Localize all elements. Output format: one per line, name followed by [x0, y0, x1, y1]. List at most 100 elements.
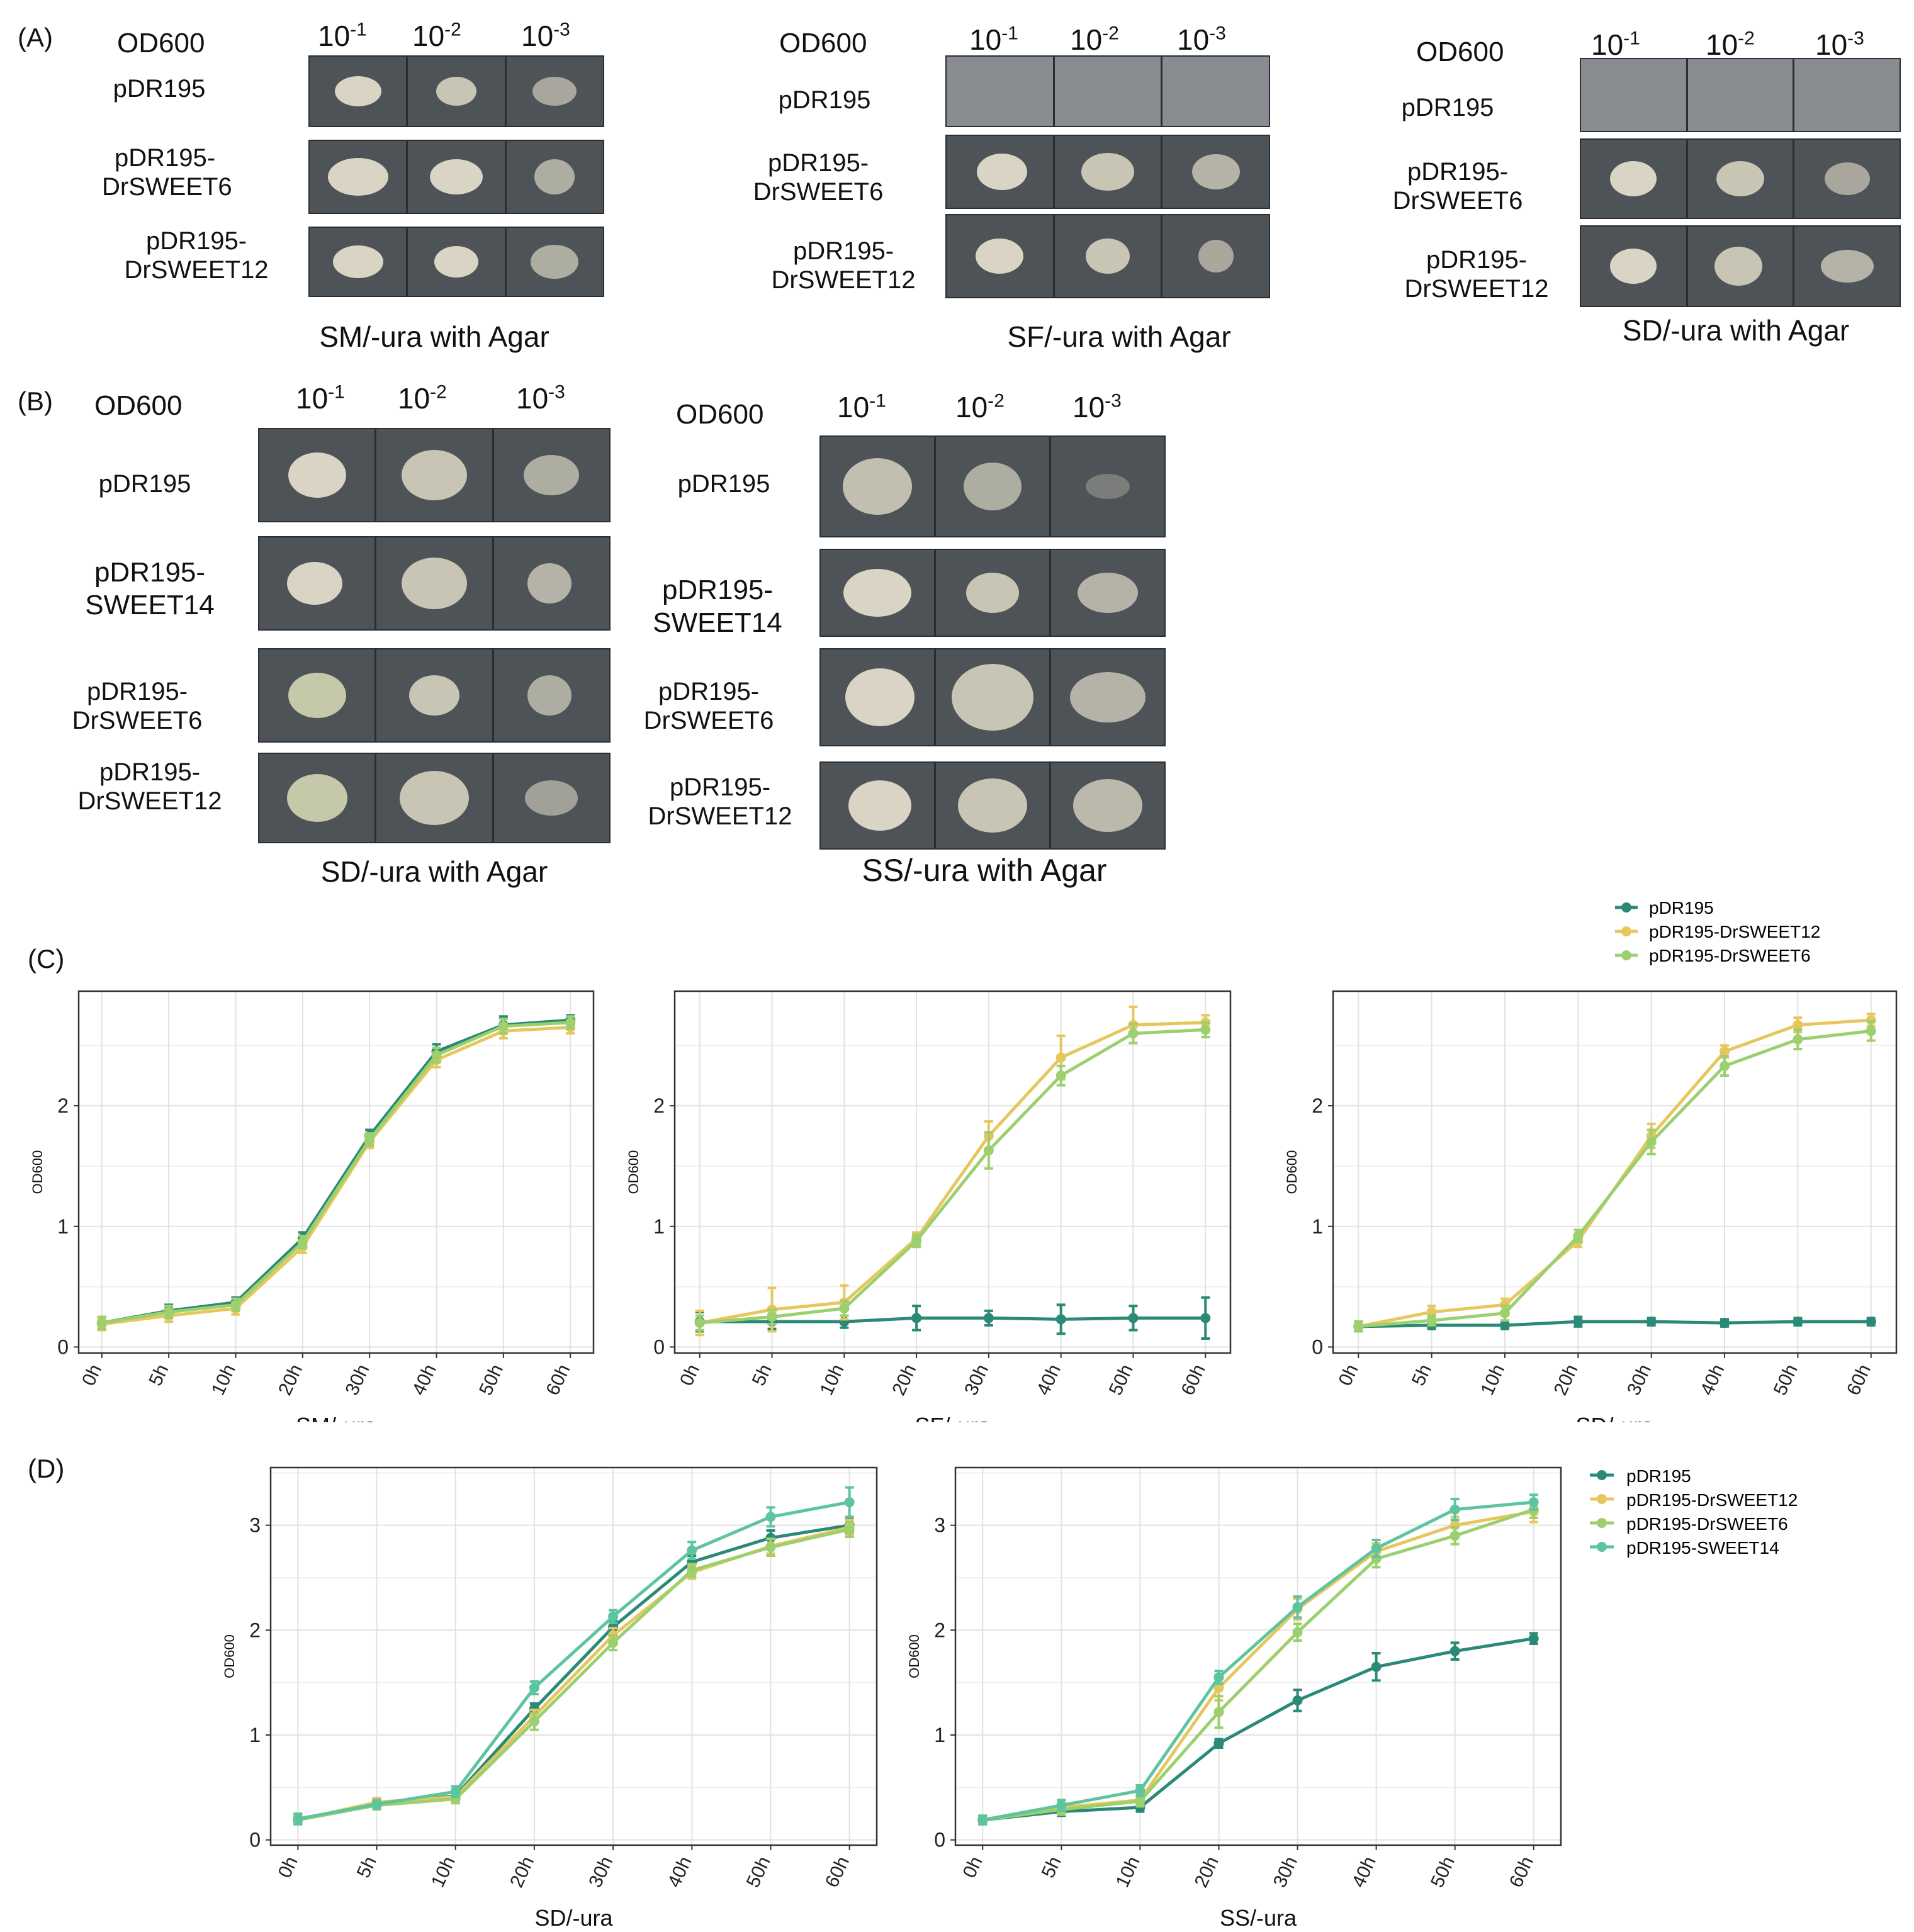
data-point [1499, 1320, 1510, 1330]
plot-frame [954, 1466, 1562, 1846]
strain-label: pDR195 [1401, 94, 1494, 121]
plot-frame [1332, 990, 1898, 1354]
x-tick-label: 10h [1477, 1361, 1509, 1398]
x-tick-label: 50h [1105, 1361, 1137, 1398]
x-tick-label: 10h [1112, 1853, 1144, 1890]
svg-text:pDR195-DrSWEET12: pDR195-DrSWEET12 [1626, 1490, 1798, 1510]
panel-label-b: (B) [18, 386, 53, 416]
data-point [608, 1637, 619, 1648]
svg-text:pDR195: pDR195 [1626, 1466, 1691, 1486]
svg-text:pDR195: pDR195 [1649, 898, 1714, 918]
x-tick-label: 30h [341, 1361, 373, 1398]
medium-label: SF/-ura with Agar [1007, 320, 1231, 353]
y-tick-label: 1 [1312, 1215, 1323, 1238]
y-tick-label: 0 [1312, 1335, 1323, 1358]
data-point [839, 1303, 850, 1314]
y-axis-label: OD600 [626, 1150, 641, 1194]
data-point [1450, 1504, 1460, 1515]
dilution-label: 10-3 [516, 381, 565, 415]
data-point [498, 1021, 509, 1031]
svg-text:pDR195-SWEET14: pDR195-SWEET14 [1626, 1538, 1779, 1558]
x-tick-label: 60h [821, 1853, 853, 1890]
od-header: OD600 [779, 28, 867, 59]
x-axis-label: SF/-ura [915, 1413, 991, 1422]
od-header: OD600 [117, 28, 205, 59]
y-axis-label: OD600 [1284, 1150, 1300, 1194]
x-tick-label: 60h [542, 1361, 574, 1398]
dilution-label: 10-2 [955, 390, 1005, 424]
x-tick-label: 20h [1191, 1853, 1223, 1890]
y-axis-label: OD600 [30, 1150, 45, 1194]
data-point [1128, 1028, 1139, 1039]
data-point [687, 1565, 697, 1576]
x-tick-label: 5h [145, 1361, 172, 1389]
y-axis-label: OD600 [222, 1634, 237, 1678]
data-point [1056, 1052, 1066, 1063]
plot-area [675, 991, 1230, 1353]
data-point [1450, 1646, 1460, 1656]
data-point [1720, 1318, 1730, 1328]
x-tick-label: 40h [664, 1853, 696, 1890]
data-point [1573, 1231, 1584, 1242]
data-point [1200, 1025, 1211, 1035]
panel-label-a: (A) [18, 23, 53, 52]
series-line [699, 1028, 1206, 1325]
x-tick-label: 50h [475, 1361, 507, 1398]
svg-text:pDR195-DrSWEET6: pDR195-DrSWEET6 [1626, 1514, 1788, 1534]
od-header: OD600 [1416, 37, 1504, 67]
dilution-label: 10-2 [412, 19, 461, 52]
plot-area [1333, 991, 1896, 1353]
svg-text:pDR195-DrSWEET12: pDR195-DrSWEET12 [1649, 922, 1820, 941]
y-tick-label: 3 [934, 1514, 945, 1537]
data-point [608, 1611, 619, 1622]
series-line [699, 1316, 1206, 1323]
y-tick-label: 0 [653, 1335, 665, 1358]
data-point [1128, 1313, 1139, 1323]
data-point [983, 1313, 994, 1323]
x-tick-label: 10h [427, 1853, 459, 1890]
legend-entry: pDR195-DrSWEET6 [1590, 1514, 1788, 1534]
data-point [844, 1497, 855, 1507]
legend-entry: pDR195-DrSWEET12 [1590, 1490, 1798, 1510]
x-tick-label: 40h [408, 1361, 441, 1398]
y-tick-label: 1 [249, 1724, 261, 1746]
dilution-label: 10-3 [1072, 390, 1122, 424]
data-point [977, 1815, 988, 1825]
y-tick-label: 2 [934, 1619, 945, 1641]
agar-plate-row [258, 753, 611, 843]
strain-label: pDR195- DrSWEET6 [102, 144, 232, 201]
data-point [1720, 1046, 1730, 1057]
data-point [1450, 1530, 1460, 1541]
agar-plate-row [308, 55, 604, 127]
agar-plate-row [945, 55, 1270, 127]
data-point [1056, 1070, 1066, 1081]
y-tick-label: 2 [653, 1094, 665, 1117]
data-point [529, 1716, 539, 1727]
strain-label: pDR195- DrSWEET6 [643, 678, 774, 734]
plot-area [79, 991, 594, 1353]
dilution-label: 10-1 [296, 381, 345, 415]
agar-plate-row [819, 435, 1166, 537]
x-tick-label: 40h [1033, 1361, 1065, 1398]
data-point [1135, 1785, 1146, 1796]
strain-label: pDR195 [113, 75, 206, 103]
data-point [164, 1306, 174, 1317]
strain-label: pDR195- SWEET14 [85, 557, 215, 621]
agar-plate-row [945, 135, 1270, 209]
data-point [844, 1524, 855, 1535]
series-line [699, 1021, 1206, 1325]
data-point [565, 1017, 576, 1028]
series-line [1358, 1320, 1871, 1328]
x-tick-label: 40h [1696, 1361, 1728, 1398]
x-tick-label: 5h [1038, 1853, 1066, 1881]
agar-plate-row [1580, 58, 1901, 132]
panel-label-c: (C) [28, 944, 65, 974]
y-tick-label: 0 [249, 1829, 261, 1851]
plot-frame [269, 1466, 878, 1846]
x-tick-label: 20h [888, 1361, 920, 1398]
x-axis-label: SD/-ura [534, 1905, 613, 1926]
